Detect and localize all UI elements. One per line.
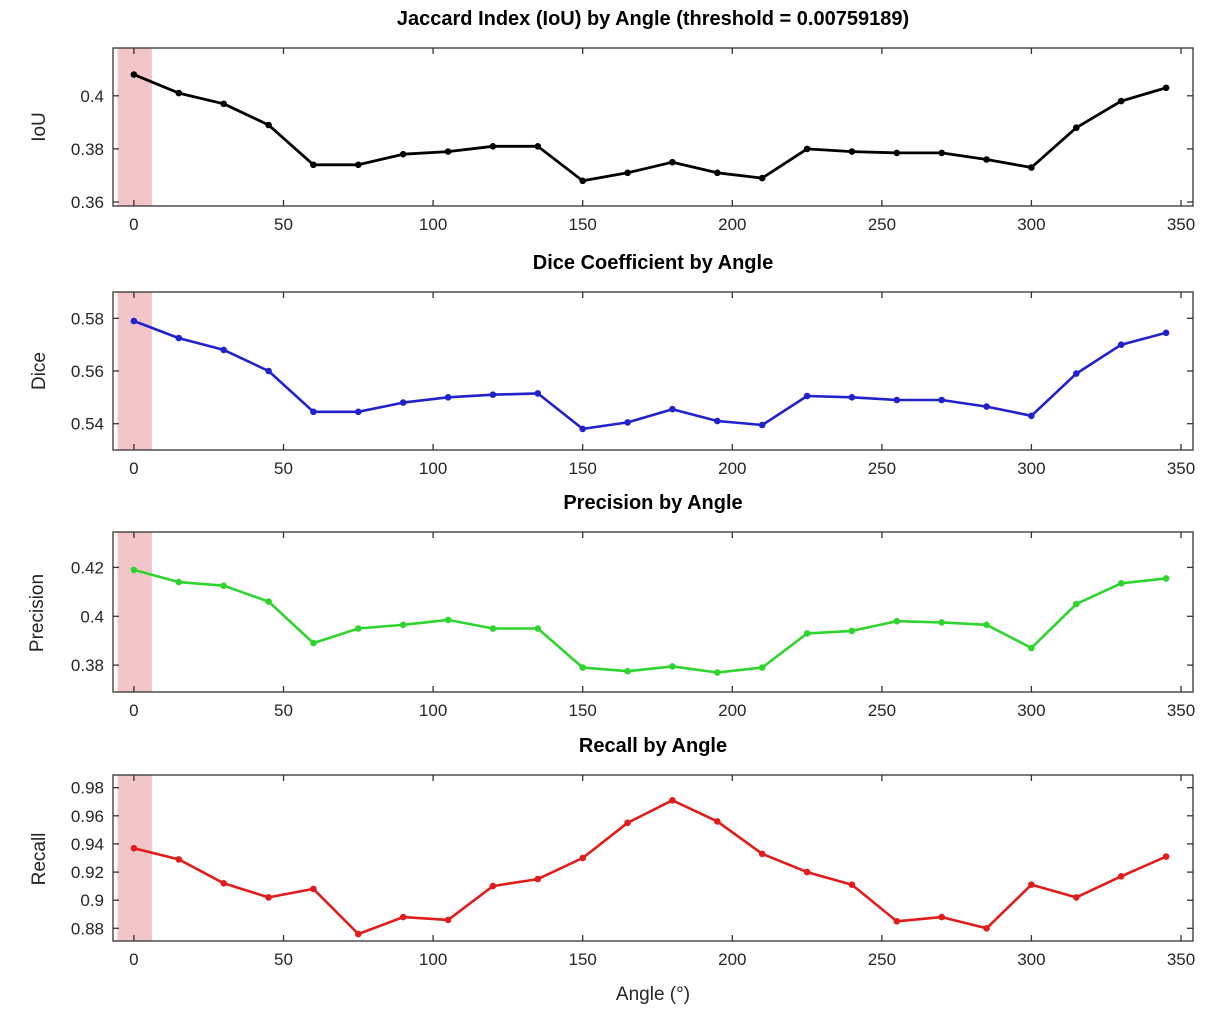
svg-text:350: 350 — [1167, 950, 1195, 969]
svg-text:150: 150 — [569, 459, 597, 478]
svg-text:150: 150 — [569, 701, 597, 720]
svg-text:100: 100 — [419, 459, 447, 478]
svg-text:300: 300 — [1017, 459, 1045, 478]
plot-area-dice: 0 50 100 150 200 250 300 350 0.54 0.56 0.58 — [71, 291, 1195, 478]
chart-title-dice: Dice Coefficient by Angle — [532, 252, 774, 274]
svg-text:0.42: 0.42 — [71, 558, 104, 577]
svg-text:50: 50 — [274, 701, 293, 720]
chart-title-recall: Recall by Angle — [578, 735, 728, 757]
svg-text:0.98: 0.98 — [71, 779, 104, 798]
svg-text:0.56: 0.56 — [71, 362, 104, 381]
svg-text:350: 350 — [1167, 215, 1195, 234]
plot-area-precision: 0 50 100 150 200 250 300 350 0.38 0.4 0.42 — [71, 531, 1195, 720]
svg-text:300: 300 — [1017, 215, 1045, 234]
svg-text:0: 0 — [129, 950, 138, 969]
svg-text:0.54: 0.54 — [71, 415, 104, 434]
svg-text:100: 100 — [419, 950, 447, 969]
svg-text:250: 250 — [868, 459, 896, 478]
chart-title-precision: Precision by Angle — [563, 492, 743, 514]
svg-text:300: 300 — [1017, 701, 1045, 720]
svg-text:0.38: 0.38 — [71, 656, 104, 675]
svg-text:150: 150 — [569, 215, 597, 234]
svg-text:300: 300 — [1017, 950, 1045, 969]
svg-text:200: 200 — [718, 215, 746, 234]
svg-text:0.96: 0.96 — [71, 807, 104, 826]
svg-text:0: 0 — [129, 459, 138, 478]
svg-text:0: 0 — [129, 701, 138, 720]
svg-text:50: 50 — [274, 950, 293, 969]
svg-text:250: 250 — [868, 701, 896, 720]
svg-text:0.94: 0.94 — [71, 835, 104, 854]
svg-text:200: 200 — [718, 701, 746, 720]
plot-area-recall: 0 50 100 150 200 250 300 350 0.88 0.9 0.92 0.94 0.96… — [71, 774, 1195, 969]
svg-text:50: 50 — [274, 215, 293, 234]
svg-text:50: 50 — [274, 459, 293, 478]
svg-text:0.9: 0.9 — [80, 891, 104, 910]
svg-text:0.38: 0.38 — [71, 140, 104, 159]
svg-text:250: 250 — [868, 950, 896, 969]
svg-text:100: 100 — [419, 215, 447, 234]
svg-text:0.88: 0.88 — [71, 919, 104, 938]
svg-text:0: 0 — [129, 215, 138, 234]
svg-text:350: 350 — [1167, 701, 1195, 720]
svg-text:200: 200 — [718, 950, 746, 969]
svg-text:100: 100 — [419, 701, 447, 720]
svg-text:0.4: 0.4 — [80, 87, 104, 106]
svg-text:250: 250 — [868, 215, 896, 234]
chart-title-iou: Jaccard Index (IoU) by Angle (threshold … — [396, 8, 910, 30]
svg-text:0.58: 0.58 — [71, 309, 104, 328]
svg-text:200: 200 — [718, 459, 746, 478]
svg-text:150: 150 — [569, 950, 597, 969]
svg-text:0.4: 0.4 — [80, 607, 104, 626]
x-axis-label: Angle (°) — [615, 984, 691, 1005]
svg-text:350: 350 — [1167, 459, 1195, 478]
svg-text:0.36: 0.36 — [71, 193, 104, 212]
plot-area-iou: 0 50 100 150 200 250 300 350 0.36 0.38 0.4 — [71, 47, 1195, 234]
svg-text:0.92: 0.92 — [71, 863, 104, 882]
